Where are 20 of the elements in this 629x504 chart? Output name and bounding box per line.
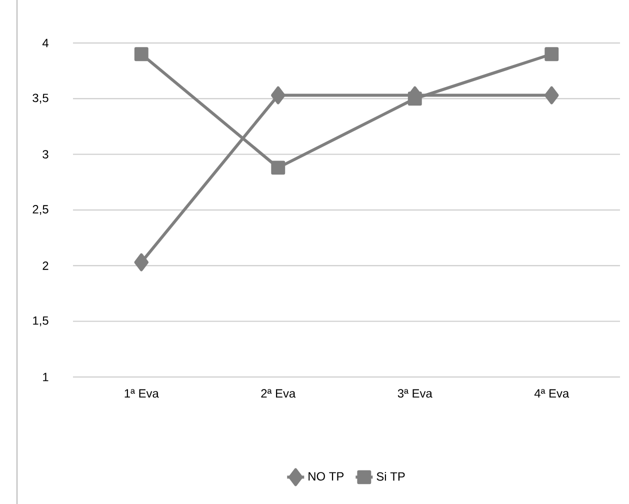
y-tick-label: 2,5 bbox=[32, 205, 48, 215]
y-tick-label: 2 bbox=[42, 261, 48, 270]
x-tick-label: 1ª Eva bbox=[124, 389, 159, 398]
point bbox=[544, 47, 559, 62]
legend-label: NO TP bbox=[308, 472, 344, 481]
point bbox=[408, 92, 422, 106]
x-tick-label: 4ª Eva bbox=[534, 389, 570, 398]
point bbox=[134, 47, 148, 62]
point bbox=[271, 86, 286, 104]
x-tick-label: 3ª Eva bbox=[398, 389, 432, 398]
y-tick-label: 1,5 bbox=[33, 316, 48, 326]
y-tick-label: 1 bbox=[43, 372, 48, 382]
y-tick-label: 4 bbox=[42, 38, 48, 48]
y-tick-label: 3 bbox=[42, 150, 48, 159]
point bbox=[271, 160, 286, 175]
x-tick-label: 2ª Eva bbox=[261, 389, 296, 398]
point bbox=[134, 253, 148, 272]
y-tick-label: 3,5 bbox=[32, 94, 48, 104]
legend-label: Si TP bbox=[376, 472, 405, 481]
point bbox=[544, 86, 559, 104]
